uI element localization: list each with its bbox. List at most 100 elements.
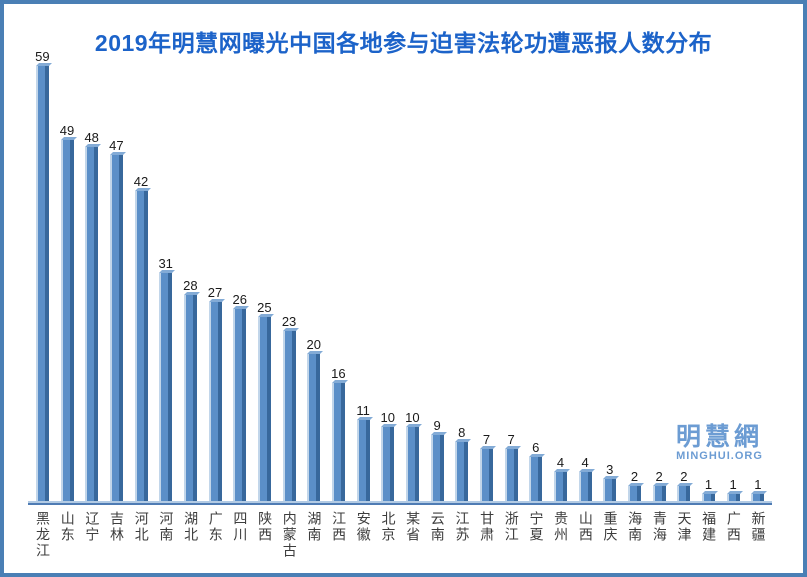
bar-column: 1 (696, 44, 721, 501)
bar-value-label: 1 (704, 477, 713, 492)
bar (257, 317, 271, 501)
bar (233, 309, 247, 501)
bar (529, 457, 543, 501)
category-label: 广西 (725, 511, 742, 543)
category-label: 黑龙江 (35, 511, 52, 559)
bar (331, 383, 345, 501)
bar-column: 25 (252, 44, 277, 501)
category-label: 天津 (676, 511, 693, 543)
bar (60, 140, 74, 501)
bar-value-label: 16 (331, 366, 346, 381)
bar (85, 147, 99, 501)
bar-value-label: 8 (458, 425, 466, 440)
category-label: 河南 (158, 511, 175, 543)
bar-column: 2 (622, 44, 647, 501)
bar-value-label: 4 (581, 455, 589, 470)
bar-value-label: 2 (655, 469, 663, 484)
category-label: 甘肃 (479, 511, 496, 543)
bar (677, 486, 691, 501)
bar-value-label: 9 (433, 418, 441, 433)
bar (627, 486, 641, 501)
category-label: 浙江 (503, 511, 520, 543)
bar (208, 302, 222, 501)
bar-column: 20 (301, 44, 326, 501)
bar (282, 331, 296, 501)
bar-value-label: 20 (306, 337, 321, 352)
bar-value-label: 11 (356, 403, 370, 418)
bar-value-label: 7 (482, 432, 491, 447)
bar-value-label: 47 (109, 138, 124, 153)
bar-column: 7 (474, 44, 499, 501)
bar-value-label: 2 (630, 469, 639, 484)
bar-value-label: 42 (133, 174, 149, 189)
category-label: 河北 (133, 511, 150, 543)
bar-value-label: 23 (281, 314, 297, 329)
category-label: 海南 (627, 511, 644, 543)
bar-value-label: 1 (754, 477, 762, 492)
bar-column: 7 (499, 44, 524, 501)
chart-title: 2019年明慧网曝光中国各地参与迫害法轮功遭恶报人数分布 (94, 30, 713, 56)
category-label: 陕西 (257, 511, 274, 543)
bar-value-label: 7 (507, 432, 515, 447)
category-label: 北京 (380, 511, 397, 543)
bar-column: 2 (671, 44, 696, 501)
bar (159, 273, 173, 501)
bar-value-label: 31 (158, 256, 173, 271)
bar (578, 472, 592, 501)
bar (504, 449, 518, 501)
bar (381, 427, 395, 501)
bar-column: 27 (203, 44, 228, 501)
category-label: 辽宁 (84, 511, 101, 543)
minghui-logo: 明慧網 MINGHUI.ORG (676, 424, 763, 463)
category-label: 四川 (232, 511, 249, 543)
bar (726, 494, 740, 501)
bar-column: 26 (227, 44, 252, 501)
bar (479, 449, 493, 501)
bar-value-label: 3 (606, 462, 614, 477)
bar-value-label: 25 (257, 300, 272, 315)
bar (652, 486, 666, 501)
bar (307, 354, 321, 501)
category-label: 湖南 (306, 511, 323, 543)
bar-value-label: 49 (59, 123, 75, 138)
x-axis-floor (28, 501, 772, 505)
bar-value-label: 10 (405, 410, 420, 425)
plot-area: 59 49 48 47 42 31 28 27 26 25 23 20 16 11 10 10 9 8 7 7 6 4 4 3… (30, 44, 770, 501)
category-label: 吉林 (109, 511, 126, 543)
bar-column: 48 (79, 44, 104, 501)
bar (134, 191, 148, 501)
bar-column: 1 (721, 44, 746, 501)
bar-column: 10 (375, 44, 400, 501)
bar (701, 494, 715, 501)
bar-column: 6 (523, 44, 548, 501)
bar-value-label: 4 (556, 455, 565, 470)
bar-column: 9 (425, 44, 450, 501)
bar-value-label: 6 (532, 440, 540, 455)
category-label: 江苏 (454, 511, 471, 543)
bar-value-label: 1 (729, 477, 737, 492)
bar-column: 4 (573, 44, 598, 501)
bar-column: 49 (55, 44, 80, 501)
bar-column: 1 (745, 44, 770, 501)
bar-value-label: 48 (84, 130, 99, 145)
bar-column: 11 (351, 44, 376, 501)
bar-column: 47 (104, 44, 129, 501)
bar (35, 66, 49, 501)
category-label: 青海 (651, 511, 668, 543)
bar-value-label: 27 (207, 285, 223, 300)
bar-column: 3 (597, 44, 622, 501)
bar (455, 442, 469, 501)
category-label: 山东 (59, 511, 76, 543)
bar-column: 2 (647, 44, 672, 501)
bar-column: 16 (326, 44, 351, 501)
category-label: 新疆 (750, 511, 767, 543)
bar-value-label: 59 (35, 49, 50, 64)
bar-value-label: 26 (232, 292, 247, 307)
category-label: 湖北 (183, 511, 200, 543)
bar-column: 23 (277, 44, 302, 501)
category-label: 江西 (331, 511, 348, 543)
category-label: 福建 (701, 511, 718, 543)
bar-column: 59 (30, 44, 55, 501)
bar (405, 427, 419, 501)
category-label: 重庆 (602, 511, 619, 543)
